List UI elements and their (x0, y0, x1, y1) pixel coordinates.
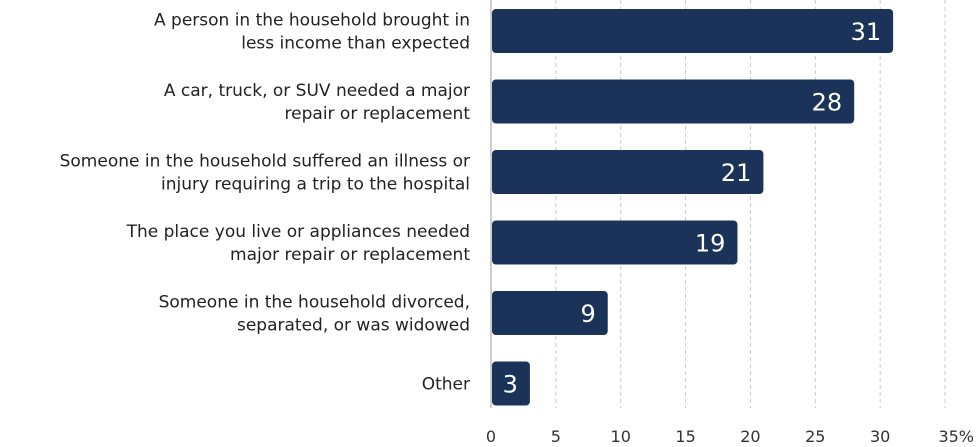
bar (492, 291, 608, 335)
x-tick-label: 10 (611, 427, 631, 446)
x-tick-label: 20 (740, 427, 760, 446)
category-label: Other (422, 375, 470, 395)
category-label: major repair or replacement (230, 245, 470, 265)
bar (492, 79, 855, 124)
bar (492, 361, 530, 406)
bar-value-label: 31 (851, 18, 882, 46)
x-tick-label: 30 (870, 427, 890, 446)
bar-value-label: 28 (812, 89, 843, 117)
bar-value-label: 9 (580, 300, 595, 328)
category-labels: A person in the household brought in less… (60, 11, 471, 395)
bar-value-label: 3 (503, 371, 518, 399)
bar (492, 220, 738, 265)
category-label: Someone in the household divorced, (159, 293, 470, 313)
category-label: A car, truck, or SUV needed a major (164, 81, 470, 101)
category-label: A person in the household brought in (154, 11, 470, 31)
category-label: The place you live or appliances needed (126, 222, 470, 242)
bar-value-label: 21 (721, 159, 752, 187)
bars: 31 28 21 19 9 3 (492, 9, 894, 406)
bar (492, 150, 764, 194)
category-label: separated, or was widowed (237, 316, 470, 336)
x-tick-label: 15 (675, 427, 695, 446)
x-tick-label: 25 (805, 427, 825, 446)
category-label: repair or replacement (285, 104, 471, 124)
x-tick-label: 0 (486, 427, 496, 446)
category-label: less income than expected (241, 34, 470, 54)
x-tick-label: 5 (551, 427, 561, 446)
bar (492, 9, 894, 53)
x-tick-label: 35% (938, 427, 974, 446)
category-label: injury requiring a trip to the hospital (161, 175, 470, 195)
category-label: Someone in the household suffered an ill… (60, 152, 470, 172)
gridlines (490, 0, 946, 408)
bar-value-label: 19 (695, 230, 726, 258)
x-tick-labels: 0 5 10 15 20 25 30 35% (486, 427, 974, 446)
